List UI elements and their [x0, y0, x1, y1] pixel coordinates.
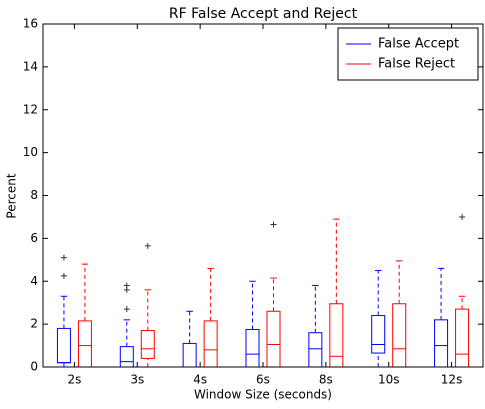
y-axis-label: Percent [5, 173, 19, 218]
legend-label: False Reject [378, 57, 455, 72]
x-tick-label: 3s [130, 373, 144, 387]
box [140, 330, 155, 359]
y-tick-label: 16 [23, 17, 38, 31]
flier [60, 254, 67, 261]
y-tick-label: 6 [30, 231, 38, 245]
flier [123, 306, 130, 313]
flier [123, 282, 130, 289]
y-tick-label: 10 [23, 145, 38, 159]
x-tick-label: 10s [378, 373, 400, 387]
x-tick-label: 2s [67, 373, 81, 387]
x-tick-label: 4s [193, 373, 207, 387]
x-axis-label: Window Size (seconds) [194, 388, 332, 402]
y-tick-label: 14 [23, 59, 38, 73]
y-tick-label: 2 [30, 317, 38, 331]
y-tick-label: 12 [23, 102, 38, 116]
flier [144, 242, 151, 249]
flier [60, 272, 67, 279]
flier [459, 213, 466, 220]
plot-frame [42, 23, 484, 368]
y-tick-label: 4 [30, 274, 38, 288]
x-tick-label: 6s [256, 373, 270, 387]
y-tick-label: 0 [30, 360, 38, 374]
legend-frame [337, 27, 479, 81]
y-tick-label: 8 [30, 188, 38, 202]
legend-label: False Accept [378, 37, 459, 52]
chart-title: RF False Accept and Reject [169, 6, 358, 22]
box [371, 315, 386, 354]
x-tick-label: 12s [441, 373, 463, 387]
x-tick-label: 8s [319, 373, 333, 387]
flier [270, 221, 277, 228]
